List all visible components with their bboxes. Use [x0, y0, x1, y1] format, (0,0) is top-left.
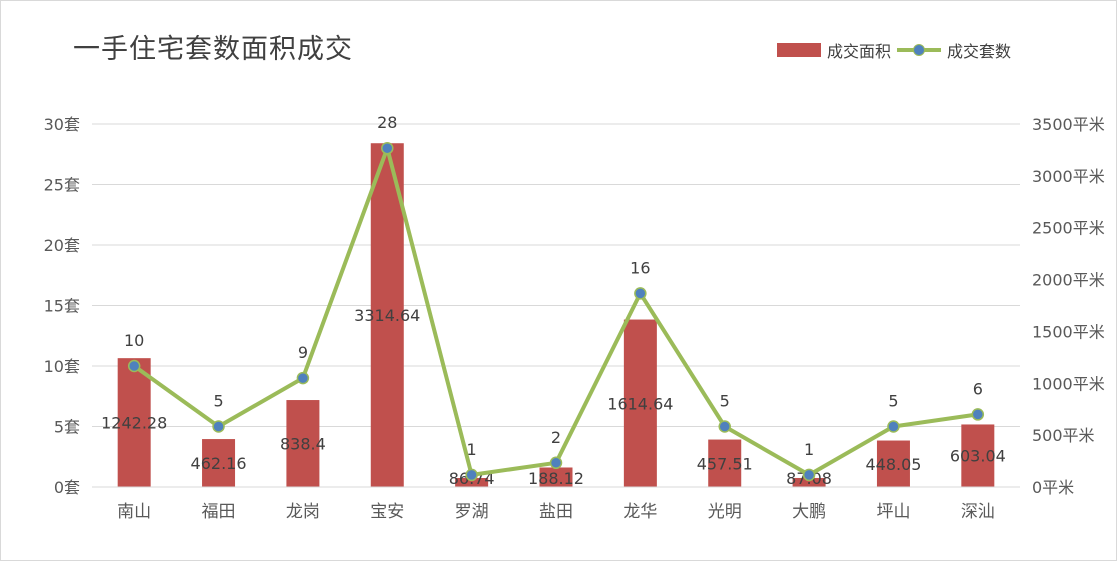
- x-tick-label: 福田: [202, 502, 236, 522]
- line-point: [634, 287, 647, 300]
- x-tick-label: 罗湖: [455, 502, 489, 522]
- bar-data-label: 448.05: [865, 455, 921, 474]
- bar: [961, 424, 995, 487]
- x-tick-label: 坪山: [876, 502, 910, 522]
- bar: [455, 478, 489, 487]
- bar-data-label: 603.04: [950, 447, 1006, 466]
- bar: [286, 400, 320, 487]
- x-tick-label: 深汕: [961, 502, 995, 522]
- line-point: [465, 468, 478, 482]
- legend-item-count: 成交套数: [897, 38, 1011, 62]
- line-point: [127, 359, 141, 373]
- y-left-tick-label: 20套: [44, 236, 80, 255]
- chart-title: 一手住宅套数面积成交: [73, 34, 353, 65]
- bar-data-label: 188.12: [528, 469, 584, 488]
- y-right-tick-label: 500平米: [1032, 426, 1095, 445]
- y-left-tick-label: 0套: [54, 478, 80, 497]
- bar: [623, 319, 657, 487]
- line-series: [133, 146, 979, 477]
- line-data-label: 1: [467, 440, 477, 459]
- line-point: [718, 420, 731, 433]
- bar: [202, 439, 236, 487]
- line-data-label: 10: [124, 331, 144, 350]
- bar-data-label: 462.16: [191, 454, 247, 473]
- y-right-tick-label: 3000平米: [1032, 167, 1105, 186]
- y-left-tick-label: 30套: [44, 115, 80, 134]
- x-tick-label: 龙岗: [286, 502, 320, 522]
- y-right-tick-label: 0平米: [1032, 478, 1074, 497]
- bar: [117, 358, 151, 487]
- line-point: [971, 408, 985, 421]
- line-point: [549, 456, 563, 470]
- bar-data-label: 1614.64: [607, 394, 673, 413]
- line-point: [887, 420, 900, 433]
- bar-data-label: 457.51: [697, 454, 753, 473]
- legend-label-count: 成交套数: [947, 42, 1012, 61]
- line-data-label: 6: [973, 379, 983, 398]
- y-left-tick-label: 25套: [44, 176, 80, 195]
- y-right-tick-label: 2500平米: [1032, 219, 1105, 238]
- x-tick-label: 大鹏: [792, 502, 826, 522]
- line-data-label: 5: [720, 392, 730, 411]
- line-data-label: 16: [630, 258, 650, 277]
- line-data-label: 5: [888, 392, 898, 411]
- line-data-label: 1: [804, 440, 814, 459]
- x-tick-label: 光明: [708, 502, 742, 522]
- legend: 成交面积 成交套数: [777, 38, 1017, 62]
- x-tick-label: 南山: [117, 502, 151, 522]
- y-right-tick-label: 1500平米: [1032, 322, 1105, 341]
- line-data-label: 2: [551, 428, 561, 447]
- bar-data-label: 1242.28: [101, 414, 167, 433]
- legend-item-area: 成交面积: [777, 38, 891, 62]
- bar: [539, 467, 573, 487]
- legend-label-area: 成交面积: [827, 42, 892, 61]
- line-data-label: 5: [213, 392, 223, 411]
- y-right-tick-label: 1000平米: [1032, 374, 1105, 393]
- bar-data-label: 838.4: [280, 435, 326, 454]
- legend-swatch-bar: [777, 43, 821, 57]
- line-data-label: 9: [298, 343, 308, 362]
- y-left-tick-label: 15套: [44, 297, 80, 316]
- line-point: [802, 468, 816, 482]
- line-data-label: 28: [377, 113, 397, 132]
- x-tick-label: 龙华: [623, 502, 657, 522]
- bar: [370, 143, 404, 487]
- bar-data-label: 3314.64: [354, 306, 420, 325]
- legend-swatch-line: [897, 43, 942, 57]
- y-left-tick-label: 5套: [54, 418, 80, 437]
- x-tick-label: 宝安: [370, 502, 404, 522]
- y-right-tick-label: 2000平米: [1032, 271, 1105, 290]
- bar: [792, 477, 826, 487]
- bar: [708, 439, 742, 487]
- bar: [876, 440, 910, 487]
- line-point: [296, 371, 310, 385]
- x-tick-label: 盐田: [539, 502, 573, 522]
- y-left-tick-label: 10套: [44, 357, 80, 376]
- line-point: [381, 141, 394, 155]
- line-point: [212, 420, 225, 433]
- y-right-tick-label: 3500平米: [1032, 115, 1105, 134]
